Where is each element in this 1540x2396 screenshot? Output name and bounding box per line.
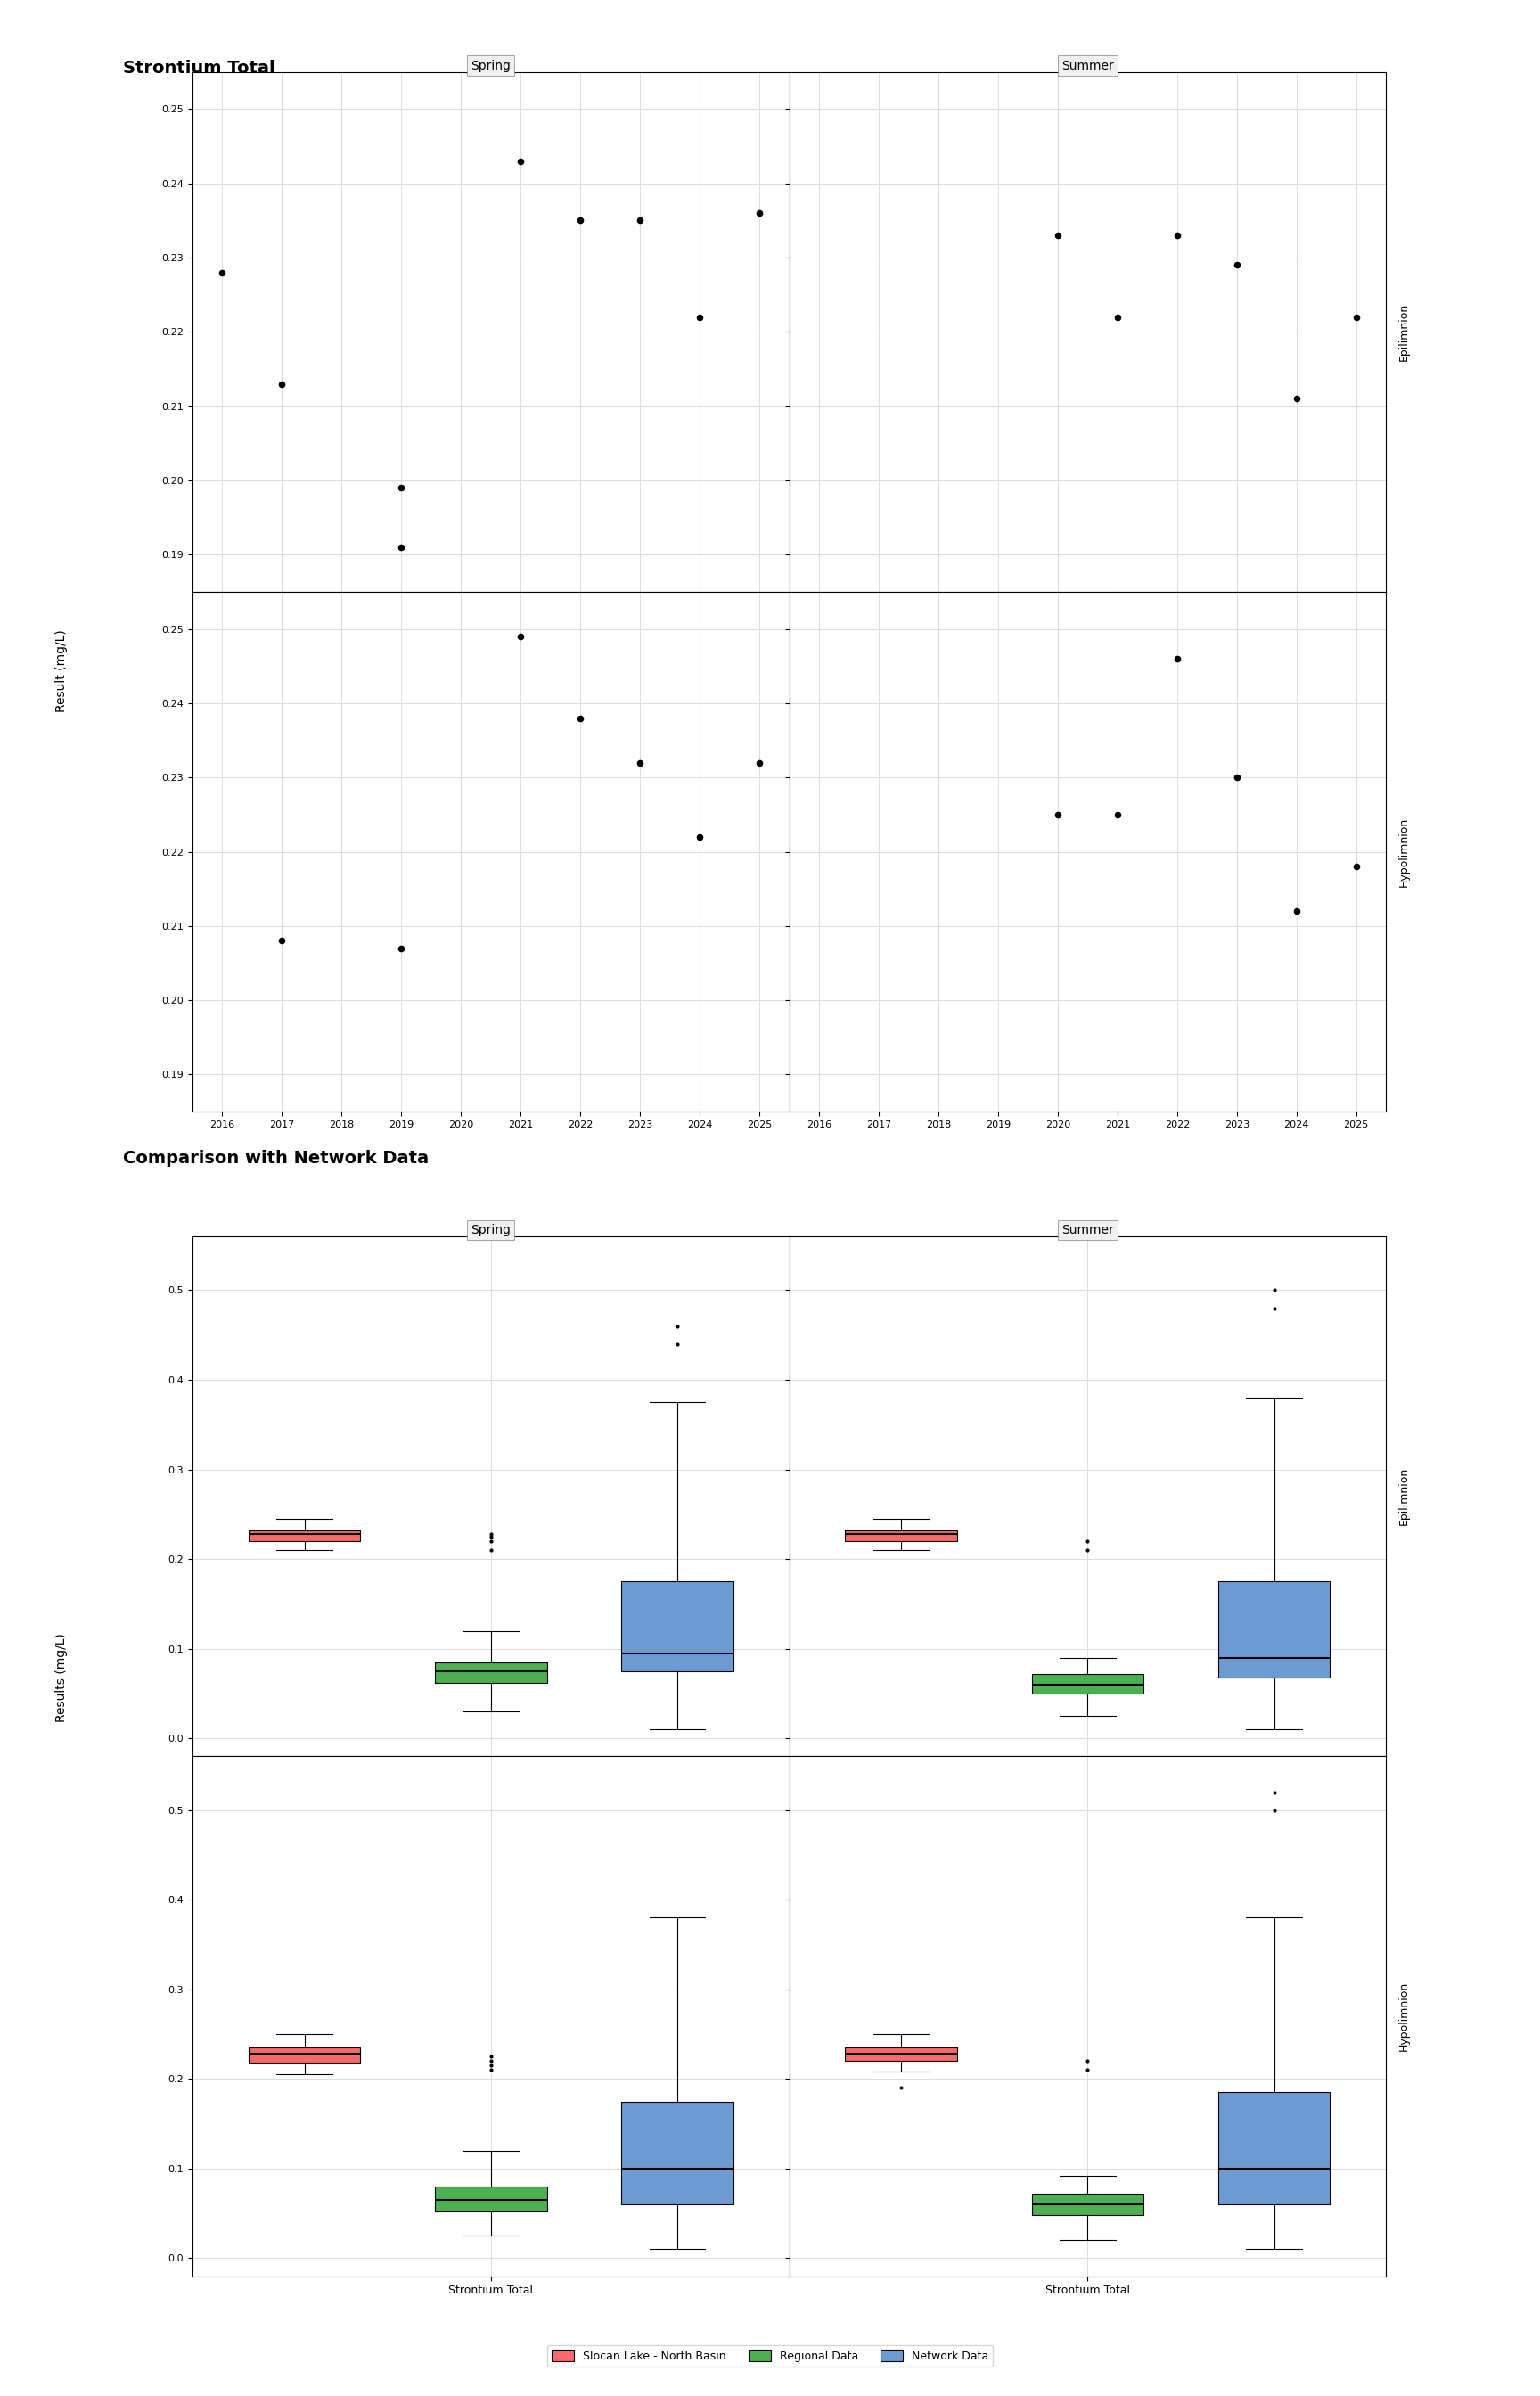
Point: [390, 470, 414, 508]
Point: [1106, 795, 1130, 834]
Point: [747, 743, 772, 781]
PathPatch shape: [434, 2188, 547, 2212]
Title: Summer: Summer: [1061, 1224, 1113, 1236]
Point: [628, 201, 653, 240]
Point: [1164, 640, 1189, 678]
Point: [747, 194, 772, 232]
Text: Results (mg/L): Results (mg/L): [55, 1632, 68, 1723]
PathPatch shape: [845, 2049, 956, 2061]
Point: [1046, 216, 1070, 254]
Point: [390, 930, 414, 968]
Point: [270, 364, 294, 403]
Text: Result (mg/L): Result (mg/L): [55, 630, 68, 712]
Point: [1284, 891, 1309, 930]
Text: Epilimnion: Epilimnion: [1398, 302, 1409, 362]
PathPatch shape: [248, 2049, 360, 2063]
PathPatch shape: [1218, 1581, 1331, 1677]
Point: [1224, 757, 1249, 795]
PathPatch shape: [622, 1581, 733, 1670]
Point: [687, 297, 711, 335]
Point: [568, 700, 593, 738]
Text: Epilimnion: Epilimnion: [1398, 1466, 1409, 1526]
Point: [1046, 795, 1070, 834]
PathPatch shape: [1218, 2092, 1331, 2204]
Point: [390, 527, 414, 565]
Title: Summer: Summer: [1061, 60, 1113, 72]
PathPatch shape: [248, 1531, 360, 1541]
Point: [687, 817, 711, 855]
Text: Comparison with Network Data: Comparison with Network Data: [123, 1150, 430, 1167]
PathPatch shape: [845, 1531, 956, 1541]
Point: [270, 922, 294, 961]
Point: [1224, 247, 1249, 285]
Point: [508, 618, 533, 657]
Text: Hypolimnion: Hypolimnion: [1398, 1981, 1409, 2051]
Point: [1106, 297, 1130, 335]
Text: Hypolimnion: Hypolimnion: [1398, 817, 1409, 887]
PathPatch shape: [1032, 1675, 1144, 1694]
Point: [508, 141, 533, 180]
Point: [1344, 297, 1369, 335]
Title: Spring: Spring: [471, 1224, 511, 1236]
Text: Strontium Total: Strontium Total: [123, 60, 276, 77]
PathPatch shape: [1032, 2195, 1144, 2216]
Legend: Slocan Lake - North Basin, Regional Data, Network Data: Slocan Lake - North Basin, Regional Data…: [547, 2346, 993, 2367]
PathPatch shape: [622, 2101, 733, 2204]
Point: [1284, 379, 1309, 417]
Point: [568, 201, 593, 240]
Title: Spring: Spring: [471, 60, 511, 72]
Point: [209, 254, 234, 292]
Point: [1344, 848, 1369, 887]
PathPatch shape: [434, 1663, 547, 1682]
Point: [628, 743, 653, 781]
Point: [1164, 216, 1189, 254]
